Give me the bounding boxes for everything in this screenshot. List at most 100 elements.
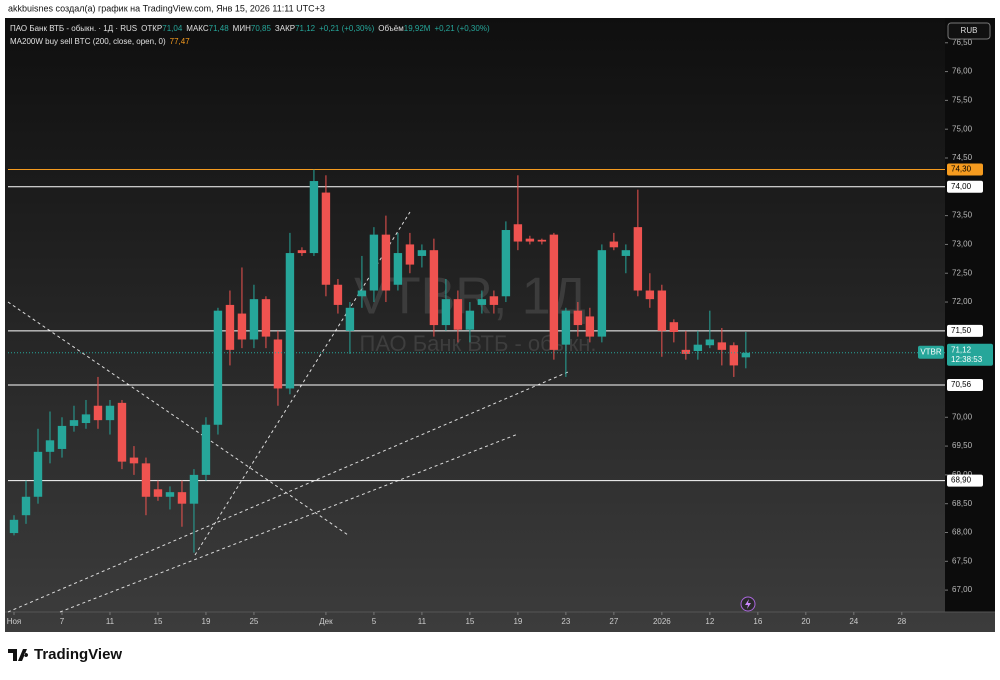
plot: 67,00 67,50 68,00 68,50 69,00 69,50 70,00 72,00… — [7, 38, 993, 626]
x-tick-label: 27 — [609, 617, 618, 626]
x-tick-label: 23 — [561, 617, 570, 626]
candle-body — [441, 299, 451, 326]
field-value: 71,12 — [295, 24, 316, 33]
candle-body — [117, 402, 127, 462]
symbol-badge — [918, 345, 944, 359]
candle-body — [501, 230, 511, 297]
candle-body — [573, 310, 583, 326]
y-tick-label: 72,50 — [952, 268, 973, 277]
x-tick-label: Ноя — [7, 617, 22, 626]
candle-body — [729, 345, 739, 366]
candle-body — [369, 234, 379, 291]
chart-panel — [5, 18, 995, 632]
x-tick-label: 25 — [249, 617, 258, 626]
currency-button[interactable] — [947, 22, 991, 40]
candle-body — [309, 181, 319, 254]
candle-body — [669, 322, 679, 332]
y-tick-label: 73,00 — [952, 240, 973, 249]
candle-body — [249, 299, 259, 340]
x-tick-label: 11 — [106, 617, 115, 626]
logo — [8, 649, 29, 661]
candle-body — [525, 238, 535, 242]
x-tick-label: 5 — [372, 617, 377, 626]
candle-body — [321, 192, 331, 285]
y-tick-label: 73,50 — [952, 211, 973, 220]
candle-body — [213, 310, 223, 425]
candle-body — [93, 405, 103, 421]
symbol-label: VTBR — [920, 347, 942, 356]
candle-body — [585, 316, 595, 337]
field-value: 71,04 — [162, 24, 183, 33]
candle-body — [717, 342, 727, 350]
level-label: 74,00 — [951, 182, 972, 191]
candle-body — [633, 227, 643, 291]
candle-body — [141, 463, 151, 497]
y-tick-label: 67,50 — [952, 556, 973, 565]
y-tick-label: 69,00 — [952, 470, 973, 479]
candle-body — [297, 250, 307, 254]
candle-body — [165, 492, 175, 497]
candle-body — [597, 250, 607, 337]
candle-body — [513, 224, 523, 242]
candle-body — [417, 250, 427, 256]
candle-body — [225, 304, 235, 350]
x-tick-label: 11 — [418, 617, 427, 626]
level-label: 71,50 — [951, 326, 972, 335]
field-label: ЗАКР — [275, 24, 295, 33]
level-badge — [947, 180, 983, 193]
logo-mark — [8, 649, 29, 661]
x-tick-label: 19 — [202, 617, 211, 626]
candle-body — [429, 250, 439, 326]
trend-line — [7, 301, 349, 536]
caption: akkbuisnes создал(а) график на TradingVi… — [8, 3, 325, 13]
y-tick-label: 72,00 — [952, 297, 973, 306]
candle-body — [681, 349, 691, 354]
level-badge — [947, 163, 983, 176]
candle-body — [465, 310, 475, 330]
level-label: 74,30 — [951, 165, 972, 174]
y-tick-label: 68,50 — [952, 499, 973, 508]
candle-body — [261, 299, 271, 337]
candle-body — [333, 284, 343, 305]
y-tick-label: 76,50 — [952, 38, 973, 47]
candle-body — [129, 457, 139, 464]
candle-body — [657, 290, 667, 331]
field-label: ОТКР — [141, 24, 162, 33]
field-value: 70,85 — [251, 24, 272, 33]
candle-body — [345, 307, 355, 331]
candle-body — [393, 253, 403, 285]
countdown: 12:38:53 — [951, 355, 983, 364]
candle-body — [237, 313, 247, 340]
x-tick-label: 24 — [849, 617, 858, 626]
candle-body — [381, 234, 391, 291]
change: +0,21 (+0,30%) — [319, 24, 374, 33]
event-bolt — [745, 599, 751, 609]
x-tick-label: 15 — [154, 617, 163, 626]
price-axis — [945, 18, 995, 612]
watermark-name: ПАО Банк ВТБ - обыкн. — [360, 331, 597, 356]
price-label: 71,12 — [951, 345, 972, 354]
y-tick-label: 68,00 — [952, 528, 973, 537]
candle-body — [477, 299, 487, 305]
legend-line: ПАО Банк ВТБ - обыкн. · 1Д · RUS ОТКР71,0… — [10, 24, 490, 33]
y-tick-label: 70,00 — [952, 412, 973, 421]
y-tick-label: 67,00 — [952, 585, 973, 594]
candle-body — [153, 489, 163, 497]
currency-label: RUB — [961, 26, 978, 35]
y-tick-label: 75,50 — [952, 95, 973, 104]
level-badge — [947, 474, 983, 487]
indicator: MA200W buy sell BTC (200, close, open, 0… — [10, 37, 166, 46]
candle-body — [285, 253, 295, 389]
candle-body — [741, 352, 751, 358]
candle-body — [201, 424, 211, 475]
candle-body — [69, 420, 79, 426]
candle-body — [537, 239, 547, 242]
legend-indicator: MA200W buy sell BTC (200, close, open, 0… — [10, 37, 190, 46]
x-tick-label: 12 — [705, 617, 714, 626]
y-tick-label: 69,50 — [952, 441, 973, 450]
candle-body — [177, 492, 187, 504]
x-tick-label: Дек — [319, 617, 333, 626]
trend-line — [59, 433, 519, 613]
candle-body — [21, 496, 31, 516]
